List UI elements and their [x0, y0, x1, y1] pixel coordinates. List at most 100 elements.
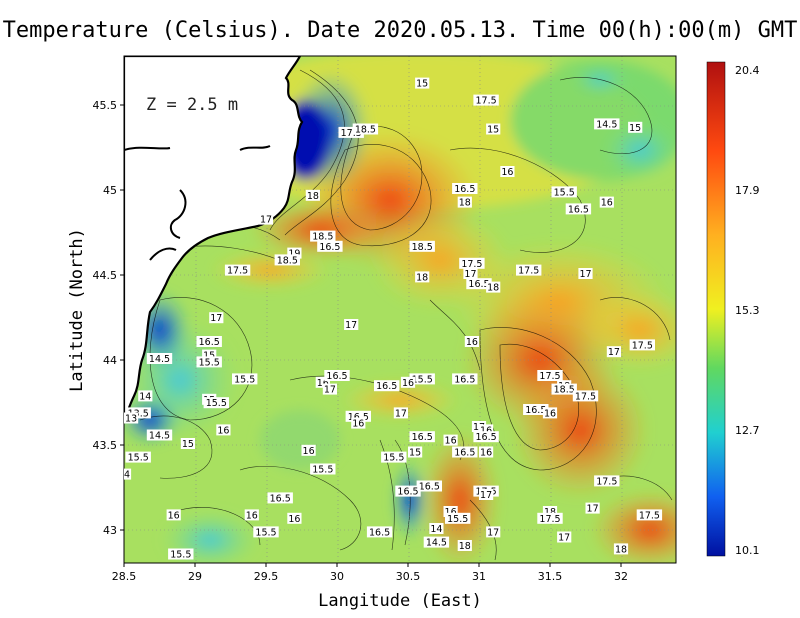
- colorbar-tick-label: 15.3: [735, 304, 760, 317]
- contour-label-text: 17.5: [539, 371, 560, 382]
- contour-label-box: [267, 492, 293, 504]
- contour-label-box: [366, 526, 393, 538]
- contour-label: 16.5: [196, 336, 222, 348]
- contour-label: 16.5: [374, 380, 400, 392]
- contour-label: 16: [400, 376, 416, 389]
- contour-label-text: 17.5: [575, 391, 596, 402]
- contour-label-text: 18: [487, 283, 499, 294]
- contour-label: 15: [408, 446, 423, 459]
- contour-label: 18: [613, 543, 629, 555]
- contour-label-box: [479, 424, 494, 436]
- contour-label-text: 19: [288, 249, 300, 260]
- contour-label-text: 17: [395, 408, 407, 419]
- contour-label-text: 17.5: [632, 340, 653, 351]
- contour-label-text: 16: [217, 425, 229, 436]
- contour-label: 15: [628, 121, 643, 134]
- contour-label: 16: [479, 446, 494, 459]
- contour-label: 16.5: [324, 370, 350, 382]
- contour-label: 17: [344, 319, 359, 331]
- contour-label-box: [232, 373, 258, 385]
- contour-label: 18: [542, 506, 558, 518]
- contour-label-box: [479, 489, 494, 500]
- contour-label-text: 15.5: [206, 398, 227, 409]
- contour-label-box: [253, 526, 279, 538]
- contour-label-box: [594, 475, 620, 487]
- contour-label-box: [344, 319, 359, 330]
- y-tick-label: 44.5: [93, 269, 118, 282]
- contour-label: 16: [287, 512, 302, 525]
- contour-label: 18: [457, 196, 472, 209]
- contour-label-text: 15.5: [234, 374, 255, 385]
- contour-label-text: 14: [139, 391, 151, 402]
- contour-label: 16: [542, 407, 558, 419]
- contour-label-text: 16: [352, 419, 364, 430]
- contour-label-text: 15.5: [128, 453, 149, 464]
- contour-label: 18.5: [310, 230, 336, 243]
- contour-label-box: [452, 373, 478, 385]
- land-area: [124, 56, 304, 420]
- contour-label-text: 16: [445, 507, 457, 518]
- contour-label-box: [463, 268, 478, 279]
- contour-label-text: 16: [288, 514, 300, 525]
- contour-label-box: [274, 254, 300, 266]
- contour-label: 15.5: [551, 186, 577, 198]
- contour-label-text: 15.5: [412, 374, 433, 385]
- contour-label: 14.5: [423, 536, 450, 549]
- contour-label: 16: [599, 196, 614, 209]
- contour-label-box: [209, 312, 224, 324]
- contour-label-text: 17.5: [596, 476, 617, 487]
- contour-label: 16.5: [317, 240, 343, 253]
- contour-label-text: 18.5: [355, 125, 376, 136]
- y-tick-label: 43: [103, 524, 117, 537]
- contour-label-text: 16.5: [568, 204, 589, 215]
- contour-label-box: [310, 230, 336, 242]
- contour-label-text: 16.5: [369, 527, 390, 538]
- contour-label-box: [224, 264, 251, 276]
- contour-label-box: [415, 77, 430, 89]
- contour-label-text: 16: [544, 408, 556, 419]
- contour-label-box: [305, 189, 320, 201]
- contour-label: 17.5: [636, 509, 663, 521]
- contour-label-box: [408, 446, 423, 458]
- contour-label-box: [409, 431, 435, 443]
- contour-label: 16: [166, 509, 181, 521]
- contour-label-box: [138, 390, 153, 402]
- colorbar-ticks: 20.4 17.9 15.3 12.7 10.1: [735, 64, 760, 557]
- colorbar-tick-label: 10.1: [735, 544, 760, 557]
- contour-label: 15: [180, 438, 195, 450]
- contour-label: 16.5: [452, 446, 478, 459]
- contour-label-text: 16.5: [454, 184, 475, 195]
- contour-label-box: [166, 509, 181, 521]
- contour-label-text: 17: [487, 527, 499, 538]
- contour-label: 14.5: [146, 429, 173, 442]
- contour-label: 16.5: [267, 492, 293, 504]
- contour-label-box: [124, 468, 132, 480]
- contour-label-box: [457, 196, 472, 208]
- contour-label-box: [486, 526, 501, 538]
- contour-label-text: 15: [409, 448, 421, 459]
- contour-label: 17.5: [594, 475, 620, 487]
- contour-label: 17.5: [629, 339, 655, 351]
- contour-label-text: 15.5: [255, 527, 276, 538]
- contour-label: 15.5: [409, 373, 435, 385]
- contour-label: 16.5: [416, 480, 442, 493]
- contour-label-text: 17.5: [518, 266, 539, 277]
- contour-label: 17: [606, 346, 621, 358]
- contour-label-box: [168, 548, 194, 560]
- contour-label: 16.5: [395, 485, 421, 498]
- x-axis-title: Langitude (East): [318, 591, 482, 611]
- contour-label-box: [537, 512, 563, 524]
- contour-label: 14: [138, 390, 153, 402]
- contour-label-box: [443, 434, 458, 446]
- contour-label-text: 16: [402, 378, 414, 389]
- contour-label-box: [216, 424, 231, 436]
- contour-label-box: [486, 123, 501, 135]
- contour-label: 15.5: [310, 463, 336, 476]
- contour-label: 13: [124, 412, 139, 425]
- contour-label-box: [301, 444, 316, 456]
- contour-label-text: 18: [459, 198, 471, 209]
- contour-label-box: [565, 203, 592, 215]
- contour-label-box: [351, 417, 366, 429]
- contour-label: 17.5: [516, 264, 542, 277]
